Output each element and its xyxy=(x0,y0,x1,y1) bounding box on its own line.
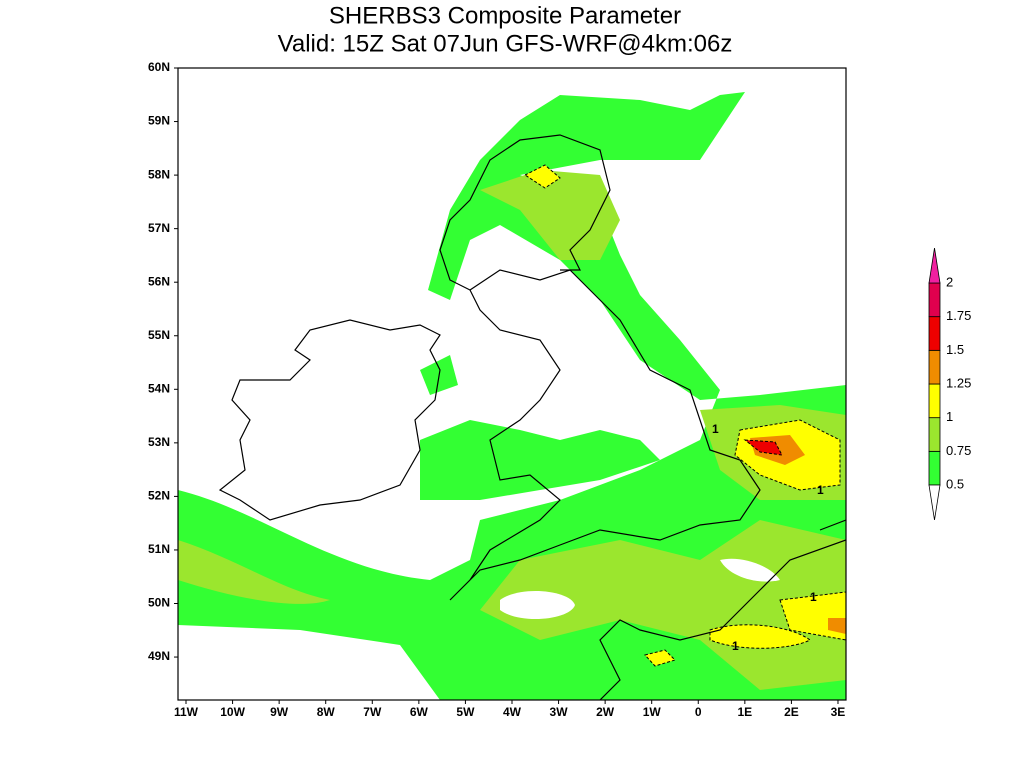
title-line: SHERBS3 Composite Parameter xyxy=(329,2,681,29)
title-line: Valid: 15Z Sat 07Jun GFS-WRF@4km:06z xyxy=(278,30,733,57)
lon-label: 2W xyxy=(596,705,615,719)
lon-label: 2E xyxy=(784,705,799,719)
lat-label: 58N xyxy=(148,167,170,181)
colorbar-label: 0.75 xyxy=(946,443,971,458)
lon-label: 0 xyxy=(695,705,702,719)
field-area xyxy=(178,92,846,700)
lon-label: 10W xyxy=(220,705,245,719)
colorbar-band xyxy=(928,282,941,318)
field-area xyxy=(500,590,575,620)
lon-label: 7W xyxy=(363,705,382,719)
lat-label: 57N xyxy=(148,221,170,235)
lon-label: 5W xyxy=(456,705,475,719)
lat-label: 60N xyxy=(148,60,170,74)
contour-label: 1 xyxy=(810,590,817,604)
colorbar-under xyxy=(928,484,941,521)
lat-label: 50N xyxy=(148,596,170,610)
lon-label: 1W xyxy=(643,705,662,719)
coastline xyxy=(439,134,611,291)
lon-label: 3W xyxy=(550,705,569,719)
contour-label: 1 xyxy=(712,422,719,436)
colorbar-label: 1 xyxy=(946,409,953,424)
lon-label: 9W xyxy=(270,705,289,719)
lon-label: 6W xyxy=(410,705,429,719)
lon-label: 3E xyxy=(831,705,846,719)
colorbar-label: 0.5 xyxy=(946,476,964,491)
field-area xyxy=(720,558,780,582)
field-area xyxy=(743,439,783,456)
colorbar-band xyxy=(928,383,941,419)
coastline xyxy=(218,319,441,521)
coastline xyxy=(449,269,761,601)
colorbar-over xyxy=(928,247,941,284)
lat-label: 51N xyxy=(148,542,170,556)
field-area xyxy=(644,649,676,667)
colorbar-label: 1.5 xyxy=(946,342,964,357)
lat-label: 59N xyxy=(148,114,170,128)
colorbar-band xyxy=(928,349,941,385)
field-area xyxy=(480,170,620,260)
colorbar-band xyxy=(928,316,941,351)
colorbar-band xyxy=(928,450,941,486)
field-area xyxy=(523,164,561,189)
lat-label: 54N xyxy=(148,381,170,395)
coastline xyxy=(599,519,846,700)
colorbar-band xyxy=(928,417,941,452)
lon-label: 4W xyxy=(503,705,522,719)
colorbar-label: 1.25 xyxy=(946,375,971,390)
colorbar-label: 2 xyxy=(946,274,953,289)
lat-label: 52N xyxy=(148,489,170,503)
field-area xyxy=(330,519,390,541)
lon-label: 11W xyxy=(174,705,199,719)
lat-label: 49N xyxy=(148,649,170,663)
field-area xyxy=(828,618,846,634)
field-area xyxy=(709,624,811,649)
lat-label: 53N xyxy=(148,435,170,449)
contour-label: 1 xyxy=(732,639,739,653)
contour-label: 1 xyxy=(817,483,824,497)
lat-label: 56N xyxy=(148,274,170,288)
field-area xyxy=(178,540,330,604)
lon-label: 1E xyxy=(737,705,752,719)
lon-label: 8W xyxy=(317,705,336,719)
lat-label: 55N xyxy=(148,328,170,342)
field xyxy=(178,92,846,700)
colorbar-label: 1.75 xyxy=(946,308,971,323)
field-area xyxy=(420,420,660,500)
